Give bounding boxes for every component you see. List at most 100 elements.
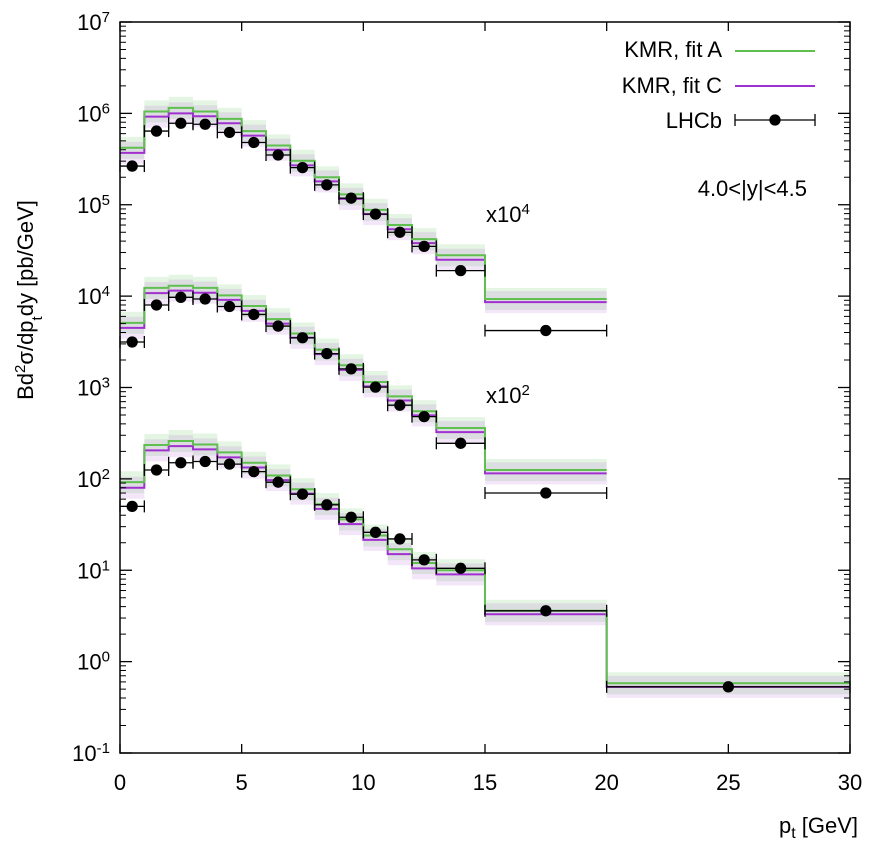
y-tick-label-exp: 3: [102, 374, 110, 391]
lhcb-data-point: [338, 511, 364, 524]
y-tick-label: 106: [77, 100, 110, 127]
y-axis-label-part2: σ/dp: [13, 320, 38, 364]
data-marker: [248, 308, 260, 321]
data-marker: [223, 300, 236, 313]
lhcb-data-point: [435, 437, 486, 450]
lhcb-data-point: [216, 300, 243, 313]
lhcb-data-point: [411, 240, 437, 253]
lhcb-data-point: [606, 680, 851, 693]
x-axis-label-sub: t: [791, 825, 796, 842]
data-marker: [175, 291, 187, 303]
lhcb-data-point: [435, 562, 486, 575]
scale-label-x10-2-exp: 2: [521, 382, 529, 399]
data-marker: [150, 299, 163, 311]
data-marker: [418, 240, 430, 253]
y-tick-label: 102: [77, 465, 110, 492]
y-axis-label: Bd2σ/dptdy [pb/GeV]: [12, 200, 46, 400]
lhcb-data-point: [484, 604, 608, 617]
data-marker: [150, 125, 163, 137]
x-axis-label: pt [GeV]: [779, 813, 858, 842]
data-marker: [272, 320, 284, 332]
y-tick-label-base: 10: [77, 376, 101, 401]
data-marker: [321, 179, 333, 191]
data-marker: [345, 363, 357, 375]
y-tick-label: 105: [77, 191, 110, 218]
data-marker: [175, 457, 187, 469]
lhcb-data-point: [192, 455, 218, 468]
y-tick-label: 10-1: [72, 740, 110, 767]
x-tick-label: 25: [716, 770, 740, 795]
lhcb-data-point: [387, 226, 413, 239]
lhcb-data-point: [314, 498, 340, 511]
lhcb-data-point: [241, 465, 267, 478]
data-marker: [223, 458, 236, 470]
lhcb-data-point: [289, 488, 316, 501]
data-marker: [418, 410, 430, 423]
lhcb-data-point: [265, 320, 291, 333]
lhcb-data-point: [314, 178, 340, 191]
data-marker: [418, 554, 430, 566]
data-marker: [223, 126, 236, 138]
y-tick-label-exp: -1: [97, 740, 110, 757]
data-marker: [175, 117, 187, 129]
lhcb-data-point: [484, 324, 608, 337]
data-marker: [272, 149, 284, 161]
y-tick-label: 107: [77, 9, 110, 36]
lhcb-data-points: [119, 117, 851, 693]
y-tick-label-exp: 7: [102, 9, 110, 26]
data-marker: [345, 192, 357, 204]
y-tick-label-base: 10: [77, 558, 101, 583]
lhcb-data-point: [338, 362, 364, 375]
data-marker: [540, 605, 552, 617]
data-marker: [126, 160, 138, 172]
lhcb-data-point: [289, 161, 316, 174]
data-marker: [296, 488, 309, 500]
lhcb-data-point: [265, 149, 291, 162]
fit-a-step-line: [120, 106, 607, 301]
lhcb-data-point: [241, 308, 267, 321]
y-tick-label: 104: [77, 283, 110, 310]
lhcb-data-point: [143, 298, 170, 311]
legend: KMR, fit A KMR, fit C LHCb: [622, 37, 816, 133]
data-marker: [455, 437, 467, 449]
lhcb-data-point: [411, 553, 437, 566]
y-tick-label: 103: [77, 374, 110, 401]
x-tick-label: 30: [838, 770, 862, 795]
x-tick-label: 5: [236, 770, 248, 795]
lhcb-data-point: [143, 125, 170, 138]
x-tick-label: 20: [594, 770, 618, 795]
y-tick-label-exp: 2: [102, 465, 110, 482]
data-marker: [126, 336, 138, 348]
x-tick-label: 15: [473, 770, 497, 795]
data-marker: [272, 476, 284, 488]
x-axis-label-unit: [GeV]: [796, 813, 858, 838]
lhcb-data-point: [314, 347, 340, 360]
y-axis-label-sub: t: [29, 315, 46, 320]
data-marker: [345, 511, 357, 523]
lhcb-data-point: [241, 136, 267, 149]
data-marker: [540, 487, 552, 499]
data-marker: [248, 465, 260, 478]
lhcb-data-point: [289, 331, 316, 344]
y-tick-label: 101: [77, 557, 110, 584]
data-marker: [296, 332, 309, 344]
data-marker: [540, 324, 552, 337]
y-axis-label-part3: dy [pb/GeV]: [13, 200, 38, 316]
y-tick-label: 100: [77, 648, 110, 675]
y-tick-label-base: 10: [77, 10, 101, 35]
lhcb-data-point: [362, 526, 389, 539]
y-tick-label-base: 10: [77, 284, 101, 309]
data-marker: [394, 533, 406, 545]
data-marker: [296, 161, 309, 174]
legend-marker-lhcb: [734, 114, 816, 126]
data-marker: [199, 118, 211, 130]
rapidity-range-label: 4.0<|y|<4.5: [698, 176, 807, 201]
scale-label-x10-4-exp: 4: [521, 201, 529, 218]
x-axis-label-main: p: [779, 813, 791, 838]
y-tick-label-exp: 4: [102, 283, 110, 300]
scale-label-x10-2-base: x10: [486, 383, 521, 408]
lhcb-data-point: [362, 381, 389, 394]
data-marker: [126, 500, 138, 513]
x-axis-ticks: 0 5 10 15 20 25 30: [114, 22, 862, 795]
y-axis-label-sup: 2: [12, 365, 29, 373]
